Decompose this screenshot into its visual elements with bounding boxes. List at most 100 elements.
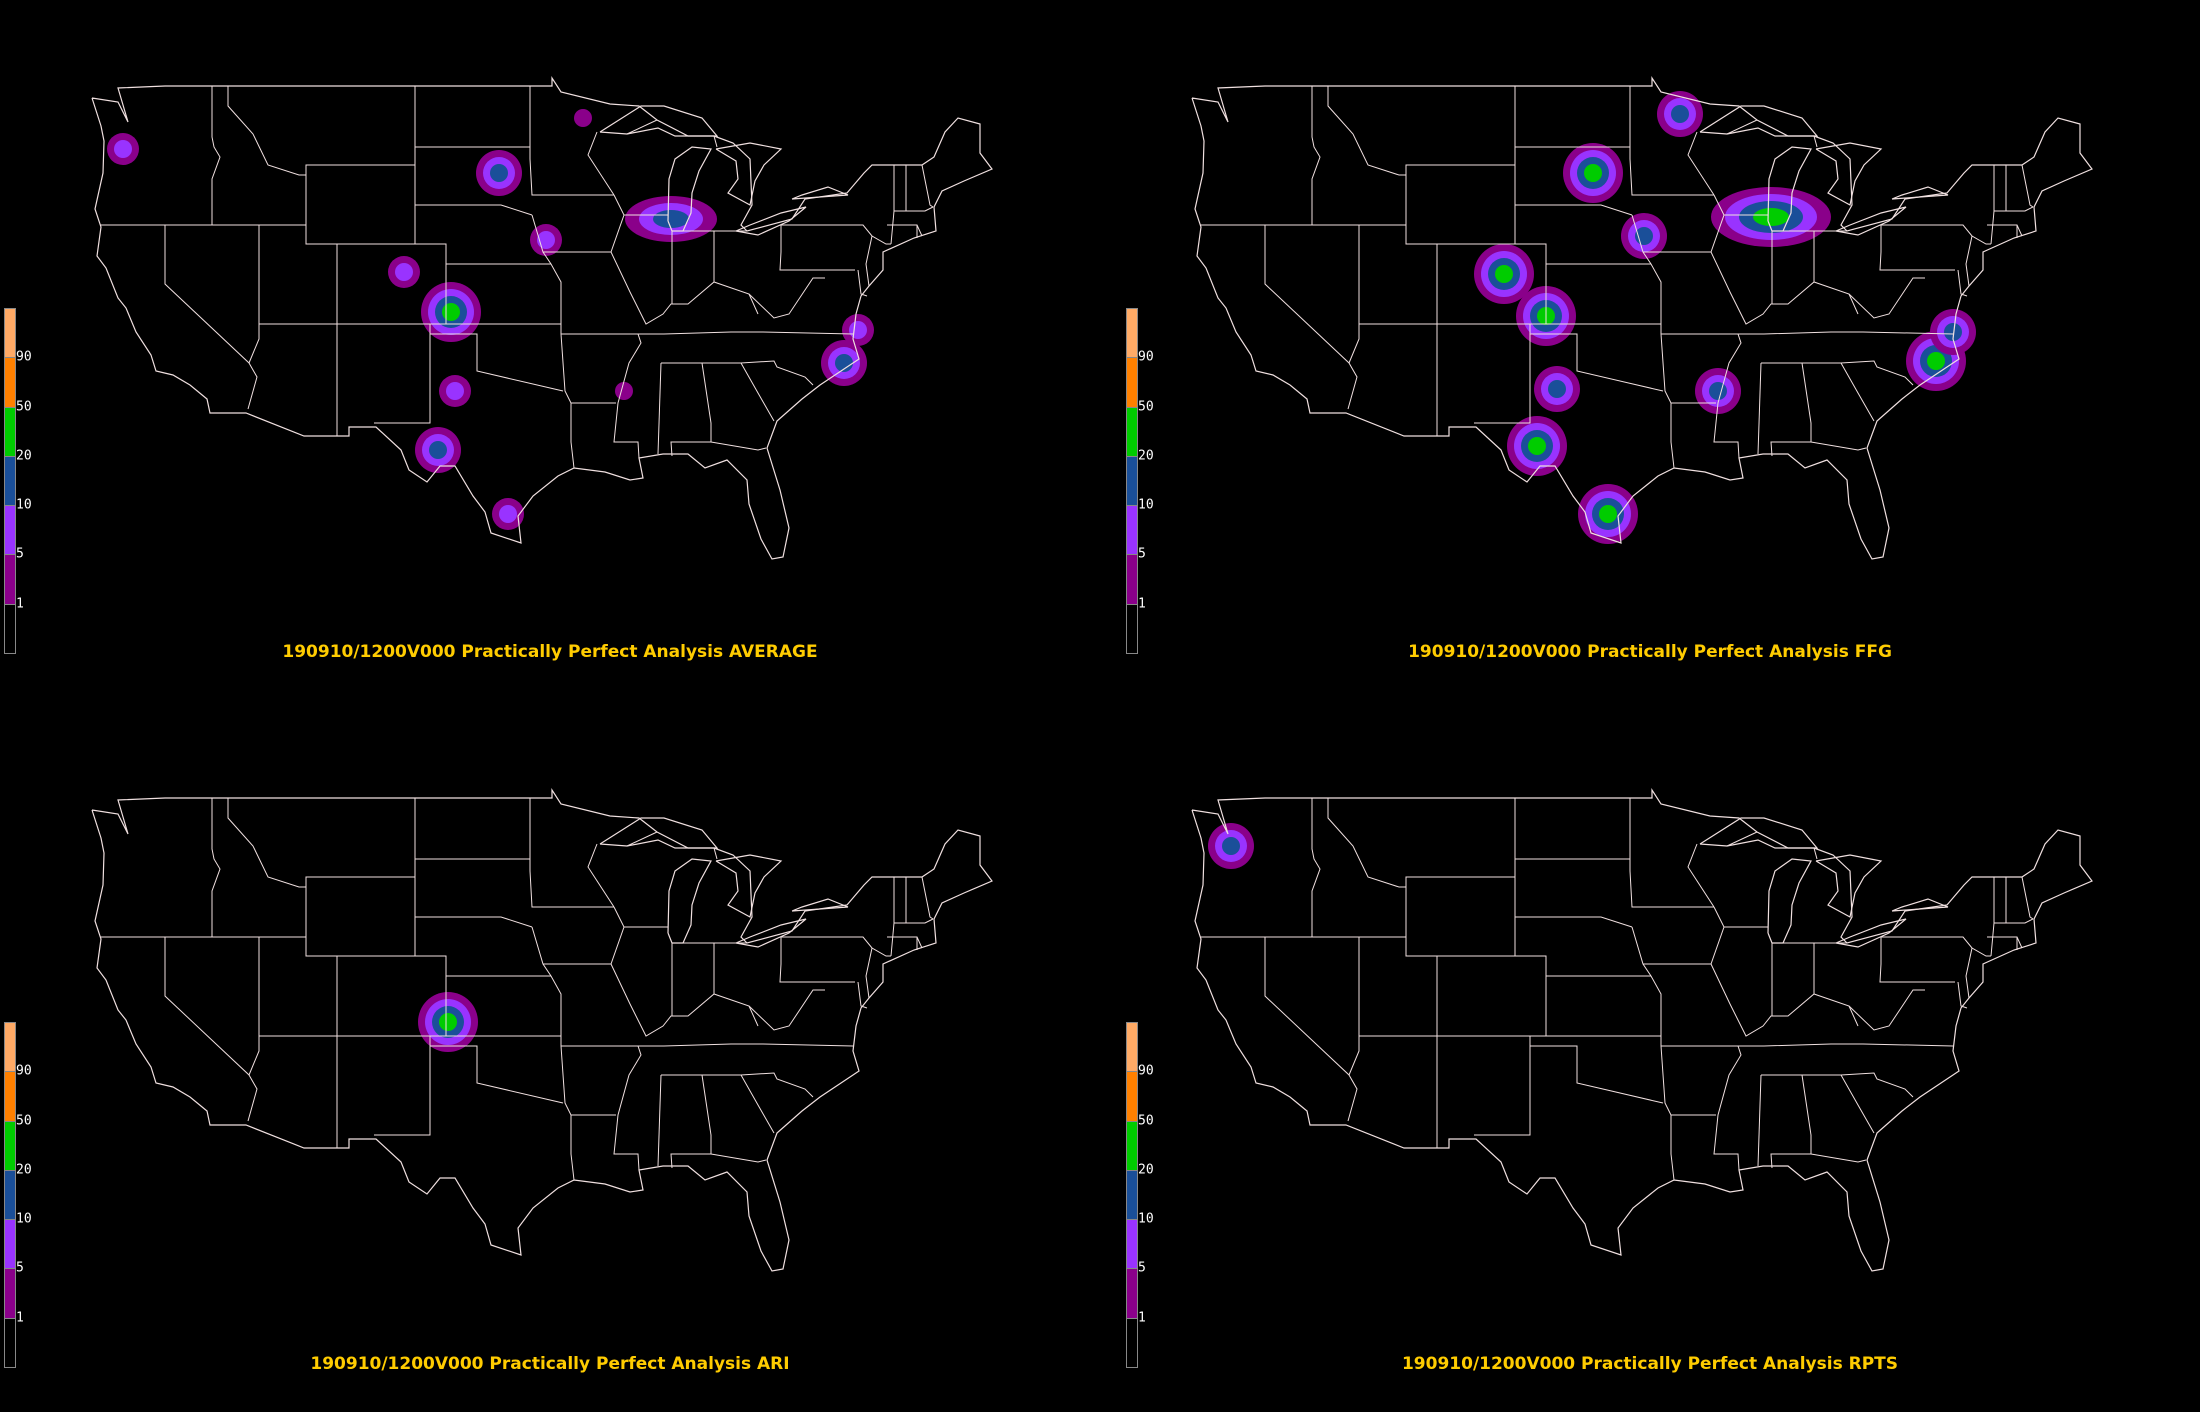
state-border [429,324,564,392]
state-border [415,204,533,216]
state-border [748,277,825,319]
state-border [1311,86,1321,225]
probability-blob [1711,187,1831,247]
legend-label: 10 [1138,497,1154,513]
state-border [1643,906,1725,965]
state-border [1994,918,2034,924]
legend-label: 5 [16,546,24,562]
state-border [1405,225,1651,265]
legend-average: 1 5 10 20 50 90 [4,308,32,654]
state-border [587,131,615,196]
state-border [1515,204,1633,216]
legend-label: 1 [1138,596,1146,612]
probability-contour [1944,323,1962,341]
state-border [100,164,415,226]
state-border [638,1043,854,1047]
state-border [543,906,625,965]
state-border [1710,251,1859,325]
state-border [661,360,814,386]
probability-blob [1657,91,1703,137]
map-ffg [1191,75,2093,560]
legend-label: 90 [16,349,32,365]
state-border [713,135,718,148]
state-border [1661,333,1742,459]
probability-contour [835,354,853,372]
lake-outline [735,206,807,236]
state-border [1529,1036,1664,1104]
state-border [779,225,855,271]
probability-blob [418,992,478,1052]
legend-swatch [1126,1169,1138,1221]
legend-label: 5 [16,1260,24,1276]
panel-title-rpts: 190910/1200V000 Practically Perfect Anal… [1401,1354,1899,1374]
legend-swatch [1126,308,1138,359]
coastline [1191,787,2093,1272]
probability-blob [1563,143,1623,203]
state-border [1710,963,1859,1037]
state-border [1264,937,1358,1122]
probability-contour [1222,837,1240,855]
probability-blob [530,224,562,256]
coastline [91,75,993,560]
state-border [1848,277,1925,319]
legend-swatch [4,1120,16,1171]
state-border [543,194,625,253]
state-border [1631,926,1675,1181]
legend-swatch [4,455,16,507]
probability-contour [615,382,633,400]
probability-blob [1474,244,1534,304]
probability-blob [1578,484,1638,544]
probability-blob [476,150,522,196]
state-border [100,876,415,938]
state-border [1726,119,1758,135]
legend-label: 20 [16,1162,32,1178]
legend-label: 5 [1138,1260,1146,1276]
probability-contour [1927,352,1945,370]
state-border [610,963,759,1037]
panel-ffg: 1 5 10 20 50 90 190910/1200V000 Practically P… [1100,0,2200,700]
lake-outline [667,858,712,944]
state-border [1474,334,1531,424]
lake-outline [1835,918,1907,948]
state-border [227,798,306,888]
state-border [661,1072,814,1098]
state-border [1327,798,1406,888]
legend-label: 20 [1138,1162,1154,1178]
lake-outline [791,186,849,200]
state-border [670,362,712,457]
probability-blob [415,427,461,473]
probability-blob [625,196,717,242]
state-border [531,926,575,1181]
probability-blob [1930,309,1976,355]
panel-rpts: 1 5 10 20 50 90 190910/1200V000 Practically P… [1100,712,2200,1412]
state-border [1810,1153,1867,1163]
state-border [2021,164,2034,208]
state-border [1200,876,1515,938]
state-border [657,1074,662,1167]
state-border [626,119,658,135]
state-border [1957,269,1968,297]
lake-outline [1891,186,1949,200]
probability-blob [1507,416,1567,476]
probability-contour [537,231,555,249]
state-border [248,1036,260,1076]
probability-blob [574,109,592,127]
probability-contour [574,109,592,127]
state-border [779,937,855,983]
state-border [258,937,561,1037]
legend-ffg: 1 5 10 20 50 90 [1126,308,1154,654]
lake-outline [1699,817,1819,849]
legend-label: 20 [16,448,32,464]
probability-blob [615,382,633,400]
legend-label: 50 [16,1113,32,1129]
legend-label: 5 [1138,546,1146,562]
state-border [1643,194,1725,253]
legend-swatch [1126,1022,1138,1073]
state-border [857,269,868,297]
legend-label: 90 [1138,1063,1154,1079]
state-border [561,333,642,459]
state-border [626,831,658,847]
legend-swatch [4,603,16,654]
state-border [211,86,221,225]
state-border [1687,131,1715,196]
